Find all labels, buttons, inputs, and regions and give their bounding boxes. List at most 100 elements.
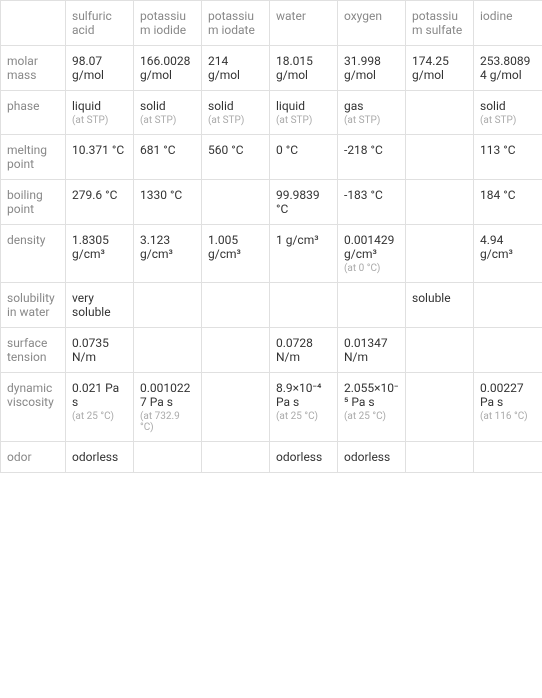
cell-subtext: (at STP): [480, 115, 536, 126]
cell-value: 0.01347 N/m: [344, 336, 388, 364]
table-cell: 0.01347 N/m: [338, 328, 406, 373]
table-cell: soluble: [406, 283, 474, 328]
table-cell: [270, 283, 338, 328]
table-cell: 0.0735 N/m: [66, 328, 134, 373]
table-cell: 18.015 g/mol: [270, 46, 338, 91]
table-cell: 31.998 g/mol: [338, 46, 406, 91]
cell-value: 0.0735 N/m: [72, 336, 109, 364]
row-header: melting point: [1, 135, 66, 180]
table-cell: [474, 328, 542, 373]
table-cell: [474, 442, 542, 473]
table-cell: 0.00227 Pa s(at 116 °C): [474, 373, 542, 442]
table-cell: [202, 180, 270, 225]
table-cell: odorless: [66, 442, 134, 473]
table-cell: 2.055×10⁻⁵ Pa s(at 25 °C): [338, 373, 406, 442]
table-cell: 98.07 g/mol: [66, 46, 134, 91]
table-cell: 279.6 °C: [66, 180, 134, 225]
cell-subtext: (at 25 °C): [276, 411, 331, 422]
table-cell: [474, 283, 542, 328]
table-cell: 0.021 Pa s(at 25 °C): [66, 373, 134, 442]
row-header: odor: [1, 442, 66, 473]
cell-value: 0.001429 g/cm³: [344, 233, 394, 261]
table-cell: solid(at STP): [474, 91, 542, 135]
cell-subtext: (at STP): [276, 115, 331, 126]
table-cell: [202, 373, 270, 442]
col-header-iodine: iodine: [474, 1, 542, 46]
col-header-potassium-iodide: potassium iodide: [134, 1, 202, 46]
table-row: boiling point279.6 °C1330 °C99.9839 °C-1…: [1, 180, 542, 225]
table-cell: -218 °C: [338, 135, 406, 180]
cell-value: 4.94 g/cm³: [480, 233, 513, 261]
cell-value: -218 °C: [344, 143, 383, 157]
cell-value: 98.07 g/mol: [72, 54, 104, 82]
row-header: molar mass: [1, 46, 66, 91]
cell-value: solid: [140, 99, 166, 113]
table-cell: [202, 442, 270, 473]
table-cell: 0.001429 g/cm³ (at 0 °C): [338, 225, 406, 283]
row-header: phase: [1, 91, 66, 135]
table-cell: [202, 328, 270, 373]
cell-value: 681 °C: [140, 143, 176, 157]
row-header: boiling point: [1, 180, 66, 225]
table-cell: [406, 328, 474, 373]
cell-value: odorless: [72, 450, 118, 464]
cell-value: 3.123 g/cm³: [140, 233, 173, 261]
cell-value: 2.055×10⁻⁵ Pa s: [344, 381, 399, 409]
cell-value: 10.371 °C: [72, 143, 124, 157]
cell-subtext: (at 25 °C): [72, 411, 127, 422]
table-cell: [406, 225, 474, 283]
cell-value: 31.998 g/mol: [344, 54, 381, 82]
cell-value: 0.0728 N/m: [276, 336, 313, 364]
table-body: molar mass98.07 g/mol 166.0028 g/mol 214 g…: [1, 46, 542, 473]
cell-value: liquid: [72, 99, 101, 113]
table-cell: [406, 442, 474, 473]
table-cell: 253.80894 g/mol: [474, 46, 542, 91]
cell-value: 1.005 g/cm³: [208, 233, 241, 261]
col-header-sulfuric-acid: sulfuric acid: [66, 1, 134, 46]
table-cell: 0 °C: [270, 135, 338, 180]
cell-value: 166.0028 g/mol: [140, 54, 190, 82]
cell-subtext: (at 0 °C): [344, 263, 399, 274]
table-cell: liquid(at STP): [270, 91, 338, 135]
table-cell: 0.0728 N/m: [270, 328, 338, 373]
cell-subtext: (at STP): [72, 115, 127, 126]
table-row: phaseliquid(at STP)solid(at STP)solid(at…: [1, 91, 542, 135]
cell-value: 8.9×10⁻⁴ Pa s: [276, 381, 321, 409]
cell-subtext: (at 732.9 °C): [140, 411, 195, 433]
col-header-potassium-sulfate: potassium sulfate: [406, 1, 474, 46]
table-cell: 4.94 g/cm³: [474, 225, 542, 283]
table-cell: [406, 135, 474, 180]
row-header: solubility in water: [1, 283, 66, 328]
row-header: density: [1, 225, 66, 283]
cell-value: 184 °C: [480, 188, 516, 202]
cell-subtext: (at STP): [344, 115, 399, 126]
row-header: surface tension: [1, 328, 66, 373]
table-cell: [202, 283, 270, 328]
table-row: melting point10.371 °C681 °C560 °C0 °C-2…: [1, 135, 542, 180]
table-row: dynamic viscosity0.021 Pa s(at 25 °C) 0.0…: [1, 373, 542, 442]
table-cell: 214 g/mol: [202, 46, 270, 91]
table-cell: [134, 283, 202, 328]
cell-value: 1330 °C: [140, 188, 182, 202]
table-cell: 681 °C: [134, 135, 202, 180]
cell-value: gas: [344, 99, 363, 113]
table-row: solubility in watervery soluble soluble: [1, 283, 542, 328]
table-row: molar mass98.07 g/mol 166.0028 g/mol 214 g…: [1, 46, 542, 91]
table-row: density1.8305 g/cm³3.123 g/cm³1.005 g/cm…: [1, 225, 542, 283]
table-cell: [134, 442, 202, 473]
table-cell: very soluble: [66, 283, 134, 328]
table-row: surface tension0.0735 N/m 0.0728 N/m 0.013…: [1, 328, 542, 373]
cell-value: 174.25 g/mol: [412, 54, 449, 82]
cell-subtext: (at 116 °C): [480, 411, 536, 422]
table-cell: 166.0028 g/mol: [134, 46, 202, 91]
col-header-water: water: [270, 1, 338, 46]
cell-value: solid: [208, 99, 234, 113]
table-cell: [406, 91, 474, 135]
table-cell: [406, 373, 474, 442]
table-row: odorodorlessodorlessodorless: [1, 442, 542, 473]
cell-value: soluble: [412, 291, 451, 305]
table-cell: 1.005 g/cm³: [202, 225, 270, 283]
table-cell: 113 °C: [474, 135, 542, 180]
row-header: dynamic viscosity: [1, 373, 66, 442]
cell-value: odorless: [344, 450, 390, 464]
